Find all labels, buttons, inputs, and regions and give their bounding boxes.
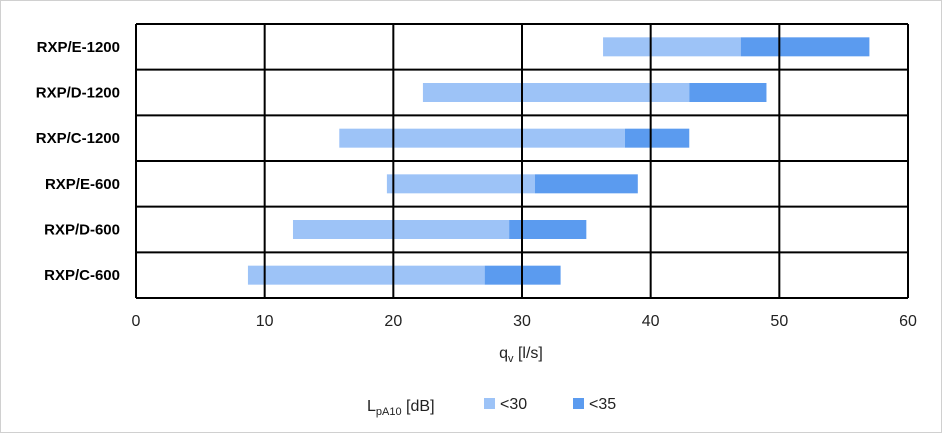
- x-tick-label: 30: [513, 313, 531, 330]
- legend-title-unit: [dB]: [402, 398, 435, 415]
- bar-rxp-e-600-series-1: [534, 174, 638, 194]
- bar-rxp-e-1200-series-1: [740, 37, 870, 57]
- x-tick-label: 50: [770, 313, 788, 330]
- category-label: RXP/D-600: [44, 222, 120, 239]
- grid-layer: [135, 23, 909, 299]
- category-label: RXP/C-1200: [36, 130, 120, 147]
- category-labels: RXP/E-1200 RXP/D-1200 RXP/C-1200 RXP/E-600 R…: [36, 39, 120, 284]
- bar-rxp-d-1200-series-0: [422, 83, 690, 102]
- x-tick-label: 10: [256, 313, 274, 330]
- category-label: RXP/D-1200: [36, 85, 120, 102]
- bar-rxp-e-600-series-0: [386, 174, 535, 194]
- x-axis-title-main: q: [499, 345, 508, 362]
- x-tick-label: 20: [384, 313, 402, 330]
- x-tick-label: 60: [899, 313, 917, 330]
- legend-swatch-lt30: [484, 398, 495, 409]
- bar-rxp-c-1200-series-0: [339, 128, 625, 148]
- x-tick-label: 40: [642, 313, 660, 330]
- x-tick-label: 0: [132, 313, 141, 330]
- category-label: RXP/E-1200: [37, 39, 120, 56]
- category-label: RXP/E-600: [45, 176, 120, 193]
- bar-rxp-c-600-series-0: [247, 265, 485, 285]
- x-tick-labels: 0 10 20 30 40 50 60: [132, 313, 917, 330]
- x-axis-title-sub: v: [508, 353, 514, 365]
- legend-title: LpA10 [dB]: [367, 398, 435, 418]
- bar-rxp-d-600-series-1: [509, 220, 587, 239]
- bar-rxp-d-600-series-0: [292, 220, 510, 239]
- legend-label-lt30: <30: [500, 396, 527, 413]
- x-axis-title: qv [l/s]: [499, 345, 543, 365]
- category-label: RXP/C-600: [44, 267, 120, 284]
- x-axis-title-unit: [l/s]: [514, 345, 543, 362]
- legend-title-main: L: [367, 398, 376, 415]
- legend-title-sub: pA10: [376, 406, 402, 418]
- bar-rxp-d-1200-series-1: [689, 83, 767, 102]
- legend-swatch-lt35: [573, 398, 584, 409]
- bar-rxp-c-1200-series-1: [624, 128, 690, 148]
- bar-rxp-e-1200-series-0: [603, 37, 741, 57]
- legend: LpA10 [dB] <30 <35: [367, 396, 616, 418]
- legend-label-lt35: <35: [589, 396, 616, 413]
